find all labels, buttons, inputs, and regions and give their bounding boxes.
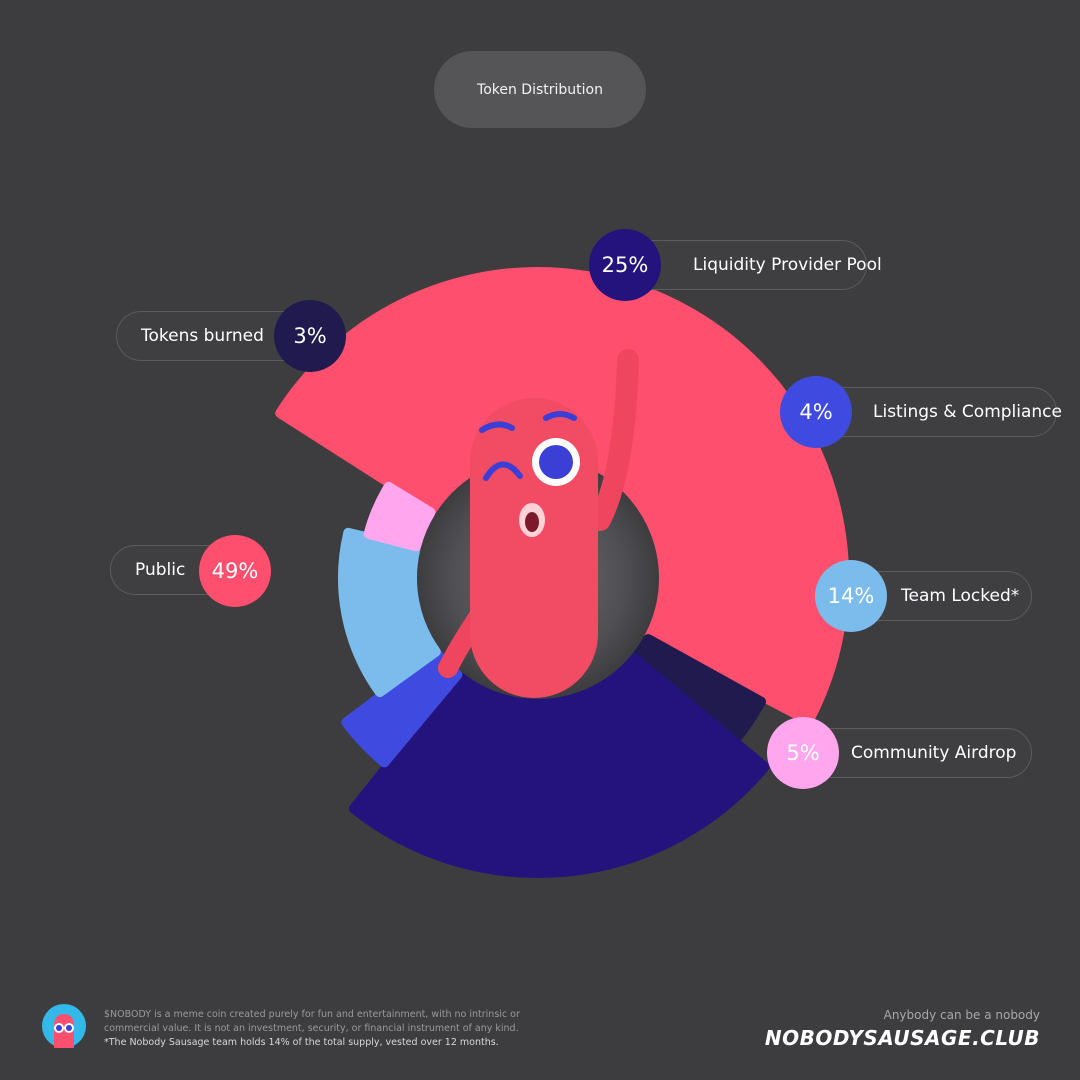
team-note: *The Nobody Sausage team holds 14% of th… <box>104 1037 499 1048</box>
data-label-public: 49% <box>199 535 271 607</box>
data-label-listings-compliance: 4% <box>780 376 852 448</box>
data-label-community-airdrop: 5% <box>767 717 839 789</box>
data-label-liquidity-provider-pool: 25% <box>589 229 661 301</box>
disclaimer-text: $NOBODY is a meme coin created purely fo… <box>104 1008 554 1050</box>
pie-slice-community-airdrop <box>363 481 436 552</box>
page-title: Token Distribution <box>434 51 646 128</box>
sausage-mascot-icon <box>438 349 639 698</box>
site-link[interactable]: NOBODYSAUSAGE.CLUB <box>764 1026 1040 1050</box>
disclaimer: $NOBODY is a meme coin created purely fo… <box>104 1009 520 1034</box>
tagline: Anybody can be a nobody <box>883 1008 1040 1022</box>
data-label-team-locked: 14% <box>815 560 887 632</box>
data-label-tokens-burned: 3% <box>274 300 346 372</box>
pie-slice-liquidity-provider-pool <box>348 653 770 878</box>
pie-slice-team-locked <box>338 527 441 698</box>
nobody-logo-icon <box>42 1004 86 1048</box>
